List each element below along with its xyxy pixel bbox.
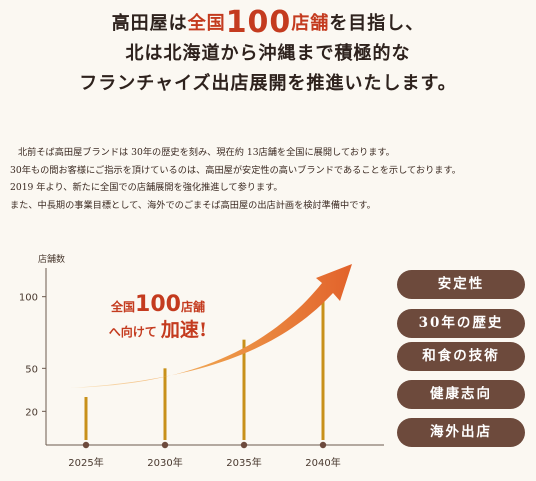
headline-line-2: 北は北海道から沖縄まで積極的な	[125, 43, 411, 64]
callout-number: 100	[135, 292, 181, 317]
description-line: また、中長期の事業目標として、海外でのごまそば高田屋の出店計画を検討準備中です。	[10, 199, 376, 211]
headline-text: を目指し、	[329, 13, 425, 34]
bar	[242, 339, 246, 440]
callout-emphasis: 加速!	[160, 319, 208, 341]
description-line: 北前そば高田屋ブランドは 30年の歴史を刻み、現在約 13店舗を全国に展開してお…	[18, 147, 395, 158]
headline: 高田屋は全国100店舗を目指し、 北は北海道から沖縄まで積極的な フランチャイズ…	[0, 8, 536, 99]
x-axis-marker	[319, 441, 327, 449]
callout-line-2: へ向けて 加速!	[78, 318, 238, 344]
y-axis-label: 店舗数	[38, 253, 65, 265]
feature-history: 30年の歴史	[397, 309, 525, 338]
callout: 全国100店舗 へ向けて 加速!	[78, 294, 238, 344]
headline-text: 高田屋は	[111, 13, 188, 34]
y-tick-label: 20	[25, 407, 38, 418]
x-tick-label: 2035年	[226, 456, 261, 469]
feature-stability: 安定性	[397, 270, 525, 299]
x-tick-label: 2025年	[68, 456, 103, 469]
x-axis-marker	[161, 441, 169, 449]
headline-line-3: フランチャイズ出店展開を推進いたします。	[79, 73, 457, 94]
y-tick-label: 50	[25, 364, 38, 375]
headline-number: 100	[225, 5, 292, 40]
bar	[321, 296, 325, 440]
callout-text: へ向けて	[108, 325, 157, 339]
callout-line-1: 全国100店舗	[78, 294, 238, 318]
headline-highlight: 店舗	[291, 13, 330, 34]
feature-health: 健康志向	[397, 380, 525, 409]
x-tick-label: 2030年	[147, 456, 182, 469]
headline-highlight: 全国	[187, 13, 226, 34]
headline-line-1: 高田屋は全国100店舗を目指し、	[0, 8, 536, 39]
feature-overseas: 海外出店	[397, 418, 525, 447]
bar	[163, 368, 167, 440]
bar	[84, 397, 88, 440]
description-line: 30年もの間お客様にご指示を頂けているのは、高田屋が安定性の高いブランドであるこ…	[10, 164, 461, 176]
x-tick-label: 2040年	[305, 456, 340, 469]
description-line: 2019 年より、新たに全国での店舗展開を強化推進して参ります。	[10, 182, 283, 193]
description: 北前そば高田屋ブランドは 30年の歴史を刻み、現在約 13店舗を全国に展開してお…	[10, 144, 530, 214]
x-axis-marker	[240, 441, 248, 449]
feature-japanese-cuisine: 和食の技術	[397, 342, 525, 371]
x-axis-marker	[82, 441, 90, 449]
callout-text: 店舗	[180, 300, 205, 314]
y-tick-label: 100	[19, 293, 38, 304]
growth-arrow	[70, 264, 352, 388]
callout-text: 全国	[111, 300, 136, 314]
growth-chart: 店舗数 100 50 20 2025年 2030年 2035年 2040年	[19, 253, 384, 469]
